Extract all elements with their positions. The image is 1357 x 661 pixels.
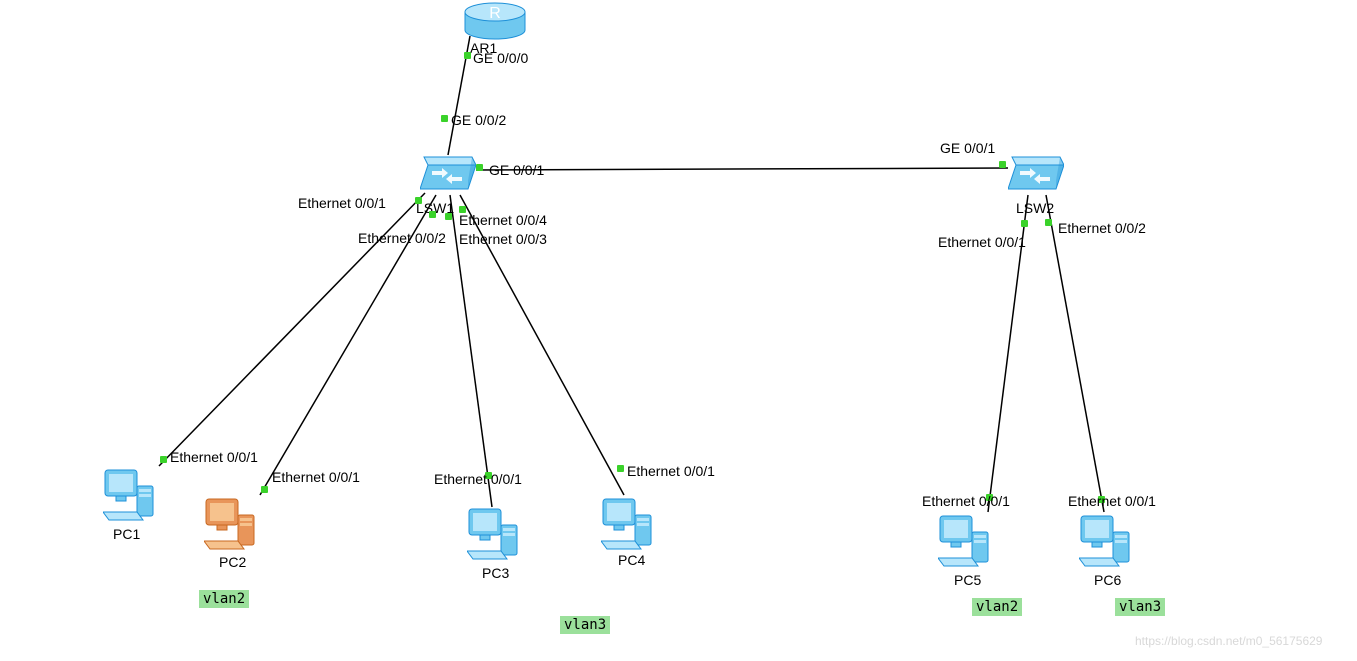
device-label-pc6: PC6 <box>1094 572 1121 588</box>
port-label: Ethernet 0/0/1 <box>434 471 522 487</box>
port-label: Ethernet 0/0/1 <box>627 463 715 479</box>
topology-canvas <box>0 0 1357 661</box>
device-lsw2[interactable] <box>1008 155 1064 200</box>
port-status-dot <box>617 465 624 472</box>
edges-layer <box>159 36 1104 512</box>
port-status-dot <box>415 197 422 204</box>
port-label: Ethernet 0/0/4 <box>459 212 547 228</box>
port-label: Ethernet 0/0/1 <box>170 449 258 465</box>
vlan-tag: vlan2 <box>199 590 249 608</box>
device-label-pc4: PC4 <box>618 552 645 568</box>
port-label: GE 0/0/2 <box>451 112 506 128</box>
device-label-pc2: PC2 <box>219 554 246 570</box>
port-status-dot <box>441 115 448 122</box>
link-LSW1-LSW2 <box>476 168 1008 170</box>
device-label-pc3: PC3 <box>482 565 509 581</box>
port-label: Ethernet 0/0/3 <box>459 231 547 247</box>
device-pc2[interactable] <box>204 495 260 556</box>
link-LSW2-PC6 <box>1046 195 1104 512</box>
device-label-pc5: PC5 <box>954 572 981 588</box>
device-pc1[interactable] <box>103 466 159 527</box>
port-status-dot <box>261 486 268 493</box>
device-pc3[interactable] <box>467 505 523 566</box>
port-label: Ethernet 0/0/2 <box>1058 220 1146 236</box>
port-status-dot <box>1045 219 1052 226</box>
port-status-dot <box>476 164 483 171</box>
svg-text:R: R <box>489 5 501 22</box>
port-label: Ethernet 0/0/1 <box>938 234 1026 250</box>
port-label: Ethernet 0/0/1 <box>1068 493 1156 509</box>
vlan-tag: vlan3 <box>560 616 610 634</box>
device-ar1[interactable]: R <box>463 0 527 45</box>
port-status-dot <box>1021 220 1028 227</box>
port-label: Ethernet 0/0/2 <box>358 230 446 246</box>
device-lsw1[interactable] <box>420 155 476 200</box>
port-status-dot <box>429 211 436 218</box>
port-label: Ethernet 0/0/1 <box>298 195 386 211</box>
device-pc6[interactable] <box>1079 512 1135 573</box>
port-status-dot <box>160 456 167 463</box>
vlan-tag: vlan2 <box>972 598 1022 616</box>
device-label-pc1: PC1 <box>113 526 140 542</box>
vlan-tag: vlan3 <box>1115 598 1165 616</box>
device-pc5[interactable] <box>938 512 994 573</box>
port-status-dot <box>445 213 452 220</box>
device-label-lsw2: LSW2 <box>1016 200 1054 216</box>
port-label: Ethernet 0/0/1 <box>272 469 360 485</box>
port-label: Ethernet 0/0/1 <box>922 493 1010 509</box>
port-status-dot <box>464 52 471 59</box>
port-label: GE 0/0/0 <box>473 50 528 66</box>
device-pc4[interactable] <box>601 495 657 556</box>
port-label: GE 0/0/1 <box>940 140 995 156</box>
port-label: GE 0/0/1 <box>489 162 544 178</box>
port-status-dot <box>999 161 1006 168</box>
watermark-text: https://blog.csdn.net/m0_56175629 <box>1135 634 1322 648</box>
